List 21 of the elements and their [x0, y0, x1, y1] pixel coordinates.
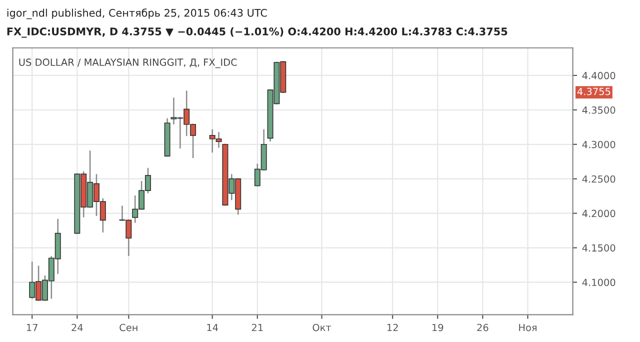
y-tick-label: 4.3500: [582, 106, 616, 114]
x-tick-label: 24: [72, 324, 83, 332]
x-tick-label: 26: [477, 324, 488, 332]
text: FX_IDC:USDMYR, D 4.3755 ▼ −0.0445 (−1.01%) O:4.4200 H:4.4200 L:4.3783 C:4.3755: [7, 27, 508, 38]
x-tick-label: Сен: [120, 324, 138, 332]
y-tick-label: 4.2000: [582, 210, 616, 218]
x-tick-label: 19: [432, 324, 444, 332]
x-tick-label: 17: [26, 324, 38, 332]
x-tick-label: 12: [387, 324, 398, 332]
y-tick-label: 4.2500: [582, 175, 616, 183]
y-tick-label: 4.1500: [582, 244, 616, 252]
x-tick-label: Окт: [312, 324, 332, 332]
x-tick-label: 14: [207, 324, 218, 332]
text: US DOLLAR / MALAYSIAN RINGGIT, Д, FX_IDC: [19, 58, 237, 68]
y-tick-label: 4.1000: [582, 278, 616, 286]
y-tick-label: 4.3000: [582, 140, 616, 148]
annotation: 4.3755: [577, 88, 610, 96]
x-tick-label: 21: [252, 324, 263, 332]
y-tick-label: 4.4000: [582, 72, 616, 80]
x-tick-label: Ноя: [519, 324, 536, 332]
text: igor_ndl published, Сентябрь 25, 2015 06:43 UTC: [7, 8, 267, 20]
